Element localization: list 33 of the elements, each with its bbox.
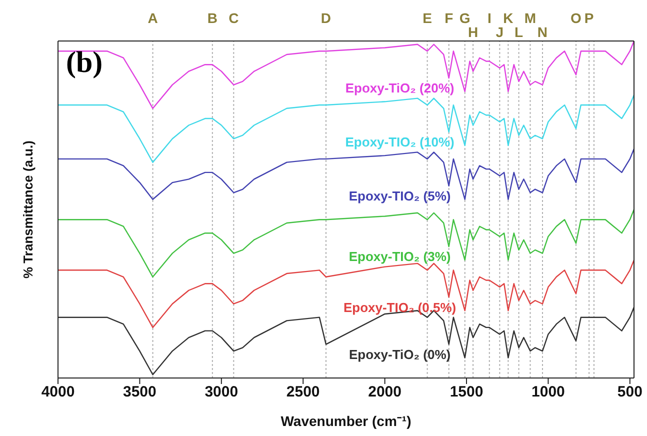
annotation: (b) <box>66 46 103 80</box>
ref-line-label: M <box>524 10 536 26</box>
y-axis-title: % Transmittance (a.u.) <box>20 140 36 278</box>
x-tick-label: 2500 <box>286 384 320 401</box>
ref-line-label: D <box>320 10 332 26</box>
ref-line-label: G <box>459 10 470 26</box>
x-tick-label: 4000 <box>41 384 75 401</box>
x-tick-label: 2000 <box>368 384 402 401</box>
series-label: Epoxy-TIO₂ (3%) <box>348 249 451 264</box>
x-tick-label: 500 <box>617 384 642 401</box>
ref-line-label: H <box>468 24 478 40</box>
series-label: Epoxy-TIO₂ (10%) <box>345 134 454 150</box>
ref-line-label: E <box>422 10 432 26</box>
series-label: Epoxy-TiO₂ (20%) <box>345 80 454 96</box>
x-tick-label: 1500 <box>450 384 484 401</box>
ref-line-label: J <box>496 24 504 40</box>
x-tick-label: 1000 <box>532 384 565 401</box>
x-axis-title: Wavenumber (cm⁻¹) <box>280 413 412 429</box>
ref-line-label: N <box>537 24 548 40</box>
ref-line-label: C <box>228 10 239 26</box>
series-label: Epoxy-TIO₂ (0.5%) <box>343 300 456 315</box>
ref-line-label: O <box>570 10 582 26</box>
ref-line-label: B <box>207 10 218 26</box>
ref-line-label: F <box>444 10 454 26</box>
series-label: Epoxy-TIO₂ (5%) <box>348 188 451 204</box>
ref-line-label: A <box>148 10 158 26</box>
ref-line-label: K <box>503 10 514 26</box>
ref-line-label: L <box>514 24 524 40</box>
x-tick-label: 3500 <box>123 384 156 401</box>
series-label: Epoxy-TiO₂ (0%) <box>349 346 451 362</box>
x-tick-label: 3000 <box>204 384 238 401</box>
ref-line-label: I <box>487 10 492 26</box>
ref-line-label: P <box>584 10 594 26</box>
